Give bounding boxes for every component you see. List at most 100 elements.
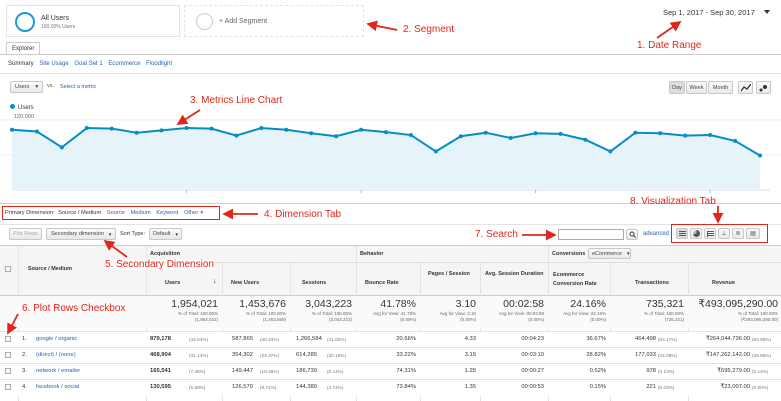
table-row[interactable]: 4. facebook / social 130,595 (5.89%) 126… (0, 379, 781, 395)
add-segment-button[interactable]: + Add Segment (184, 5, 364, 37)
row-source-link[interactable]: facebook / social (36, 384, 80, 390)
tab-divider (0, 54, 781, 55)
users-line-chart[interactable]: 120,00060,000Sep 8Sep 15Sep 22Sep 29 (0, 112, 781, 197)
col-revenue[interactable]: Revenue (712, 280, 735, 286)
metric-selector[interactable]: Users ▼ (10, 81, 43, 93)
pivot-icon: ▤ (750, 231, 756, 237)
users-data-point (458, 134, 463, 139)
header-hrule (146, 262, 781, 263)
dimension-keyword[interactable]: Keyword (156, 210, 179, 216)
subnav-divider (0, 73, 781, 74)
table-row[interactable]: 1. google / organic 879,178 (44.64%) 587… (0, 331, 781, 347)
row-source-link[interactable]: google / organic (36, 336, 78, 342)
dimension-other[interactable]: Other (184, 210, 199, 216)
users-area (12, 128, 760, 190)
users-data-point (284, 127, 289, 132)
total-revenue-note-2: (₹493,095,290.00) (740, 316, 778, 322)
viz-pie-button[interactable] (690, 228, 702, 239)
dimension-other-caret-icon[interactable]: ▼ (198, 210, 204, 215)
search-button[interactable] (626, 229, 638, 240)
row-revenue-pct: (53.55%) (752, 337, 772, 342)
col-ecommerce-conversion-rate[interactable]: Ecommerce Conversion Rate (553, 271, 605, 289)
annotation-visualization-tab: 8. Visualization Tab (630, 196, 716, 207)
col-sessions[interactable]: Sessions (302, 280, 327, 286)
date-range-caret-icon[interactable] (764, 10, 770, 14)
y-tick-label: 120,000 (14, 114, 34, 120)
term-cloud-icon: ≋ (735, 231, 741, 237)
sort-type-dropdown[interactable]: Default ▼ (149, 228, 182, 240)
dimension-source[interactable]: Source (106, 210, 125, 216)
plot-rows-button[interactable]: Plot Rows (9, 228, 42, 240)
subnav-summary[interactable]: Summary (8, 61, 34, 67)
table-row[interactable]: 2. (direct) / (none) 468,904 (31.14%) 35… (0, 347, 781, 363)
users-data-point (84, 126, 89, 131)
legend-label: Users (18, 105, 34, 111)
viz-term-cloud-button[interactable]: ≋ (732, 228, 744, 239)
segment-all-users[interactable]: All Users 100.00% Users (6, 5, 180, 37)
users-data-point (633, 130, 638, 135)
row-revenue-pct: (0.00%) (752, 385, 769, 390)
bar-icon (706, 230, 714, 237)
advanced-search-link[interactable]: advanced (643, 231, 670, 237)
row-index: 1. (22, 336, 27, 342)
add-segment-label: + Add Segment (219, 18, 268, 25)
line-chart-type-button[interactable] (738, 81, 753, 94)
row-checkbox[interactable] (5, 352, 11, 358)
row-checkbox[interactable] (5, 368, 11, 374)
row-checkbox[interactable] (5, 336, 11, 342)
row-avg-duration: 00:03:10 (521, 352, 544, 358)
total-duration-note: Avg for View: 00:02:58 (0.00%) (482, 311, 544, 322)
segment-circle-icon (15, 12, 35, 32)
period-day-button[interactable]: Day (669, 81, 685, 94)
secondary-dimension-dropdown[interactable]: Secondary dimension ▼ (46, 228, 116, 240)
sort-desc-icon[interactable]: ↓ (213, 278, 217, 285)
users-data-point (708, 133, 713, 138)
subnav-goal-set-1[interactable]: Goal Set 1 (74, 61, 103, 67)
period-month-button[interactable]: Month (708, 81, 733, 94)
col-users[interactable]: Users (165, 280, 181, 286)
period-week-button[interactable]: Week (686, 81, 707, 94)
row-revenue: ₹23,007.00 (720, 384, 750, 390)
row-source-link[interactable]: network / emailer (36, 368, 81, 374)
select-all-checkbox[interactable] (5, 266, 11, 272)
total-avg-duration: 00:02:58 (503, 298, 544, 310)
motion-chart-button[interactable] (756, 81, 771, 94)
users-data-point (10, 127, 14, 132)
total-pages-note: Avg for View: 3.10 (0.00%) (422, 311, 476, 322)
row-source-link[interactable]: (direct) / (none) (36, 352, 76, 358)
col-transactions[interactable]: Transactions (635, 280, 669, 286)
row-transactions: 177,033 (635, 352, 656, 358)
tab-explorer[interactable]: Explorer (6, 42, 41, 55)
conversion-type-dropdown[interactable]: eCommerce ▼ (588, 248, 631, 259)
row-revenue: ₹147,262,142.00 (706, 352, 750, 358)
table-row[interactable]: 3. network / emailer 165,541 (7.46%) 149… (0, 363, 781, 379)
date-range-selector[interactable]: Sep 1, 2017 - Sep 30, 2017 (663, 8, 755, 17)
col-new-users[interactable]: New Users (231, 280, 260, 286)
row-users: 130,595 (150, 384, 171, 390)
vs-label: vs. (47, 83, 55, 89)
col-bounce-rate[interactable]: Bounce Rate (365, 280, 399, 286)
search-input[interactable] (558, 229, 624, 240)
dimension-source-medium[interactable]: Source / Medium (58, 210, 102, 216)
viz-table-button[interactable] (676, 228, 688, 239)
viz-comparison-button[interactable]: ⊥ (718, 228, 730, 239)
total-new-users: 1,453,676 (239, 298, 286, 310)
select-metric-link[interactable]: Select a metric (60, 84, 97, 90)
subnav-site-usage[interactable]: Site Usage (39, 61, 69, 67)
total-transactions: 735,321 (646, 298, 684, 310)
primary-dimension-bar: Primary Dimension: Source / Medium Sourc… (5, 210, 204, 216)
row-sessions-pct: (41.62%) (327, 337, 347, 342)
col-avg-session-duration[interactable]: Avg. Session Duration (485, 271, 544, 277)
viz-pivot-button[interactable]: ▤ (746, 228, 760, 239)
dimension-medium[interactable]: Medium (130, 210, 151, 216)
motion-chart-icon (759, 84, 767, 91)
row-conversion-rate: 28.82% (586, 352, 606, 358)
row-checkbox[interactable] (5, 384, 11, 390)
col-source-medium[interactable]: Source / Medium (28, 266, 73, 272)
subnav-ecommerce[interactable]: Ecommerce (108, 61, 141, 67)
row-revenue-pct: (29.86%) (752, 353, 772, 358)
col-pages-session[interactable]: Pages / Session (428, 271, 470, 277)
subnav-floodlight[interactable]: Floodlight (146, 61, 173, 67)
viz-performance-button[interactable] (704, 228, 716, 239)
segment-placeholder-icon (196, 13, 213, 30)
